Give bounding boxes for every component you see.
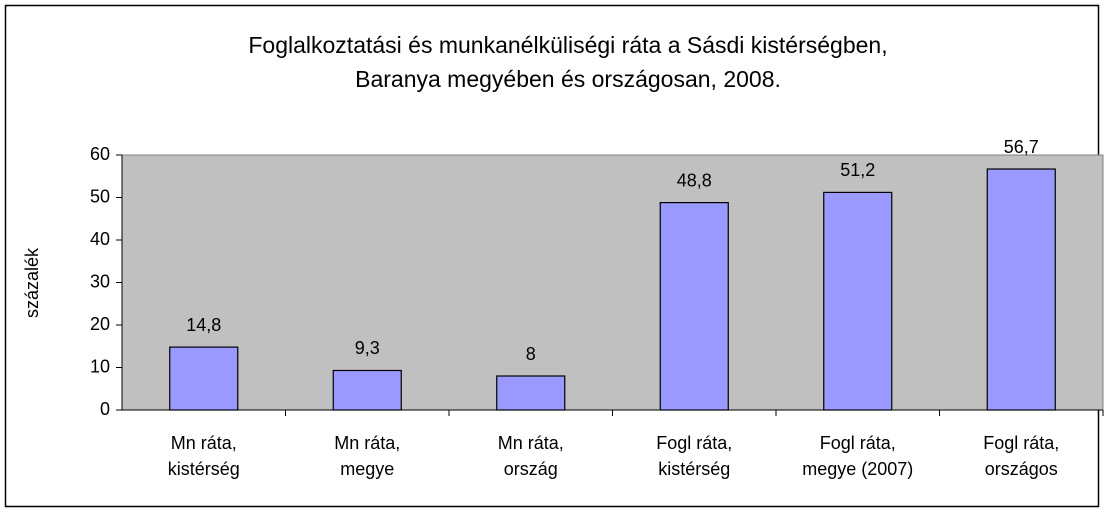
bar [823, 191, 893, 411]
x-tick-label: megye (2007) [802, 459, 913, 479]
value-label: 14,8 [186, 315, 221, 335]
y-tick-label: 0 [100, 399, 110, 419]
x-tick-label: Fogl ráta, [820, 433, 896, 453]
chart-title: Baranya megyében és országosan, 2008. [355, 66, 781, 92]
x-tick-label: országos [985, 459, 1058, 479]
x-tick-label: Mn ráta, [498, 433, 564, 453]
y-tick-label: 30 [90, 271, 110, 291]
x-tick-label: megye [340, 459, 394, 479]
bar [659, 202, 729, 411]
plot-area [121, 154, 1104, 411]
x-tick-label: Fogl ráta, [656, 433, 732, 453]
x-tick-label: Mn ráta, [171, 433, 237, 453]
bar [169, 346, 239, 411]
y-tick-label: 10 [90, 356, 110, 376]
x-tick-label: kistérség [658, 459, 730, 479]
chart-title: Foglalkoztatási és munkanélküliségi ráta… [248, 32, 887, 58]
bar [496, 375, 566, 411]
x-tick-label: Fogl ráta, [983, 433, 1059, 453]
y-tick-label: 60 [90, 144, 110, 164]
value-label: 56,7 [1004, 137, 1039, 157]
bar [986, 168, 1056, 411]
bar [332, 369, 402, 411]
y-tick-label: 20 [90, 314, 110, 334]
y-tick-label: 40 [90, 229, 110, 249]
y-tick-label: 50 [90, 186, 110, 206]
value-label: 48,8 [677, 170, 712, 190]
x-tick-label: kistérség [168, 459, 240, 479]
x-tick-label: Mn ráta, [334, 433, 400, 453]
value-label: 9,3 [355, 338, 380, 358]
value-label: 8 [526, 344, 536, 364]
x-tick-label: ország [504, 459, 558, 479]
value-label: 51,2 [840, 160, 875, 180]
y-axis-label: százalék [22, 247, 42, 318]
